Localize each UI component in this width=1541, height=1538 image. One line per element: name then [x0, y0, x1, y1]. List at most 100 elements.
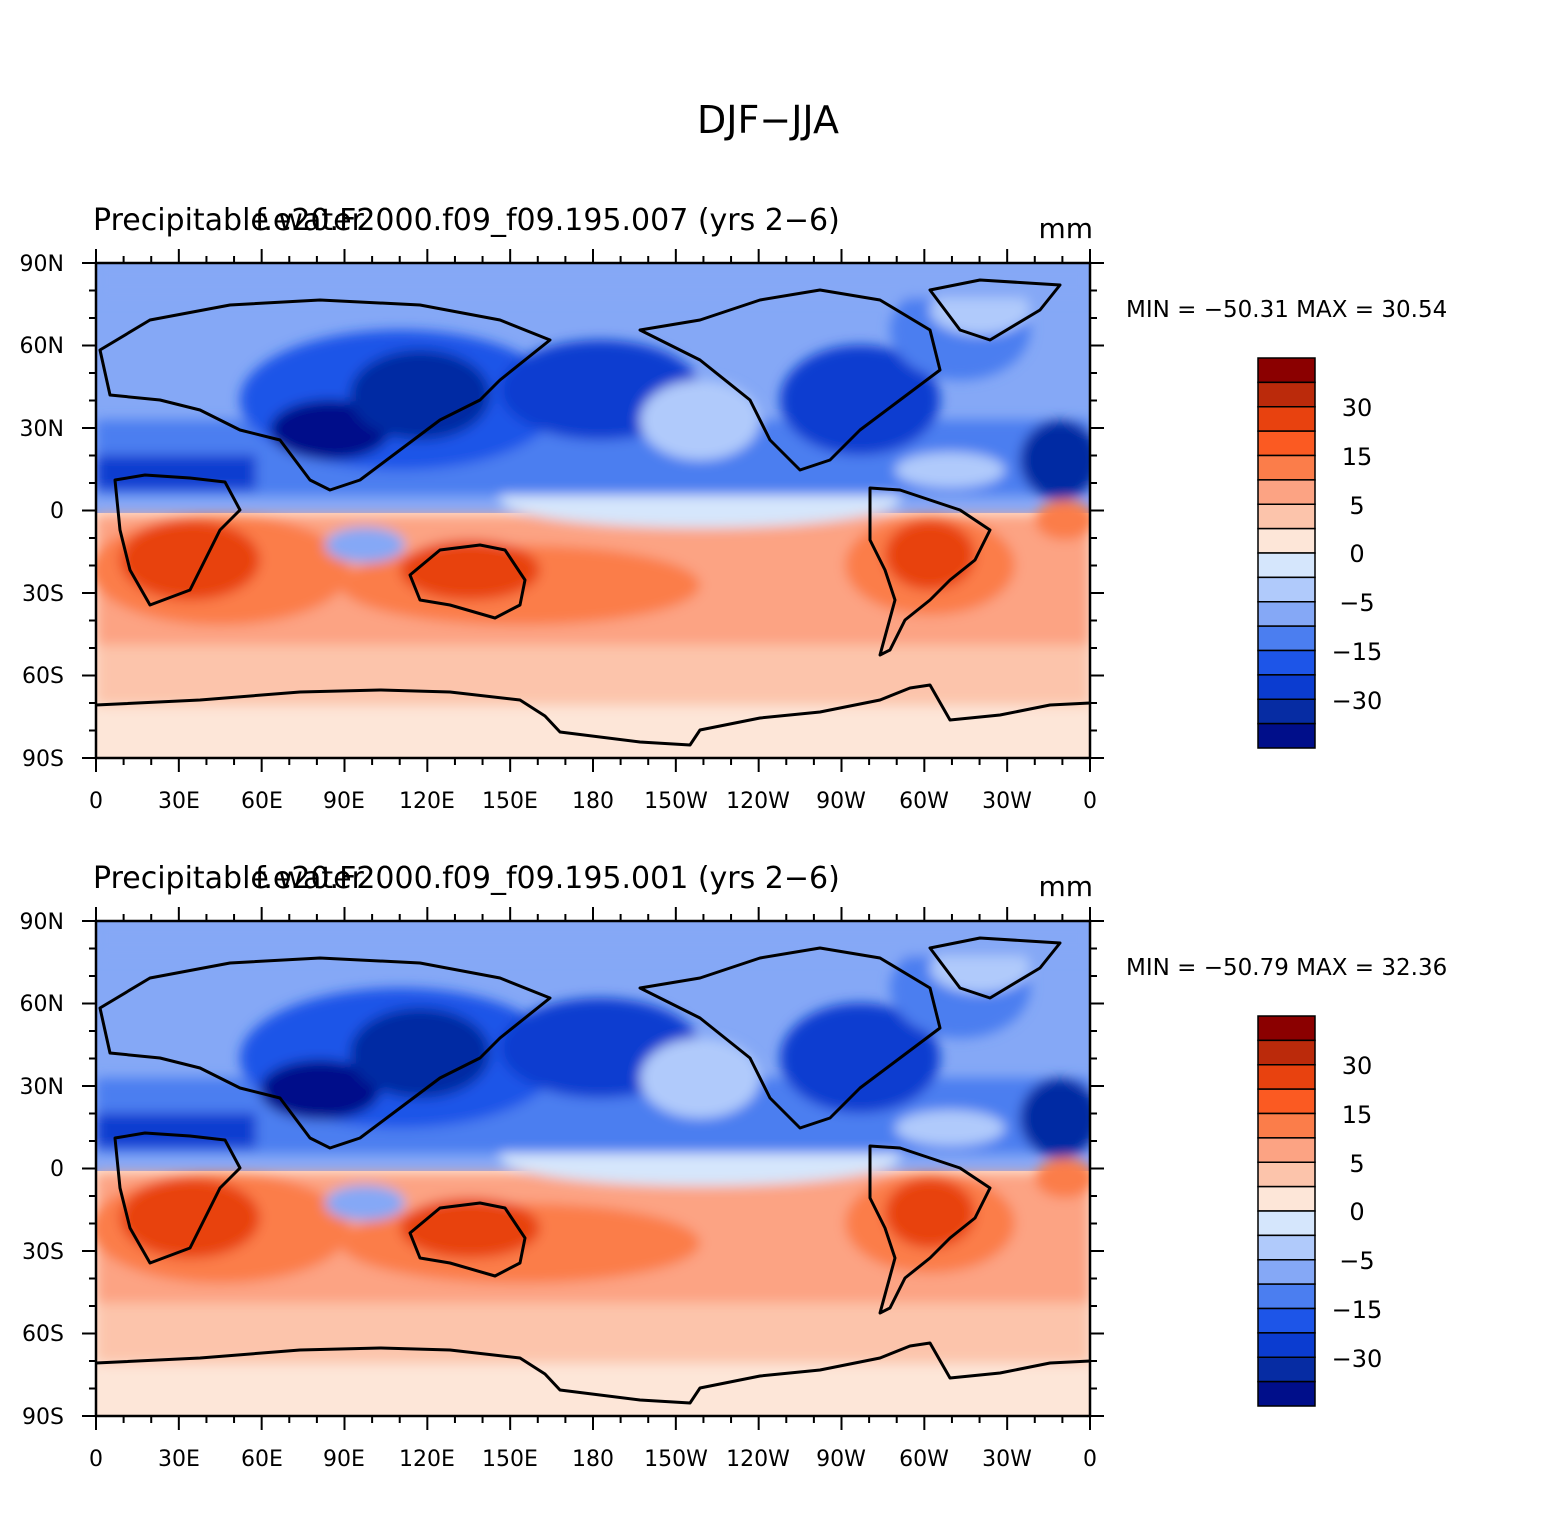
panel-2-lat-tick: 30N: [20, 1075, 64, 1100]
panel-2-lon-tick: 60E: [241, 1447, 283, 1472]
map-panel-1: Precipitable water f.e20.F2000.f09_f09.1…: [20, 203, 1448, 814]
panel-2-colorbar: [1257, 1015, 1316, 1407]
panel-1-lon-tick: 120W: [726, 789, 790, 814]
panel-2-lon-tick: 90W: [816, 1447, 866, 1472]
colorbar-swatch: [1257, 1112, 1316, 1139]
panel-2-units: mm: [1038, 870, 1093, 903]
panel-1-frame: [82, 249, 1104, 772]
panel-2-colorbar-label: 30: [1342, 1052, 1373, 1080]
colorbar-swatch: [1257, 625, 1316, 652]
map-panel-2: Precipitable water f.e20.F2000.f09_f09.1…: [20, 861, 1448, 1472]
panel-1-lat-axis: 90N 60N 30N 0 30S 60S 90S: [20, 252, 64, 772]
colorbar-swatch: [1257, 1356, 1316, 1383]
panel-2-colorbar-label: 0: [1349, 1198, 1364, 1226]
panel-1-min-max: MIN = −50.31 MAX = 30.54: [1126, 297, 1447, 323]
panel-1-variable-title: Precipitable water: [93, 203, 365, 238]
colorbar-swatch: [1257, 601, 1316, 627]
colorbar-swatch: [1257, 1380, 1316, 1407]
panel-1-lon-tick: 60E: [241, 789, 283, 814]
panel-1-lat-tick: 30N: [20, 417, 64, 442]
panel-2-lon-tick: 30E: [158, 1447, 200, 1472]
colorbar-swatch: [1257, 1332, 1316, 1359]
panel-2-colorbar-label: −5: [1339, 1247, 1374, 1275]
colorbar-swatch: [1257, 1307, 1316, 1334]
panel-1-colorbar-label: 0: [1349, 540, 1364, 568]
panel-2-lon-tick: 0: [89, 1447, 103, 1472]
panel-2-lon-tick: 0: [1083, 1447, 1097, 1472]
panel-1-case-title: f.e20.F2000.f09_f09.195.007 (yrs 2−6): [255, 203, 840, 238]
panel-2-lon-tick: 150E: [482, 1447, 538, 1472]
panel-1-lon-tick: 150E: [482, 789, 538, 814]
panel-1-lat-tick: 90S: [22, 747, 64, 772]
panel-2-lon-tick: 120W: [726, 1447, 790, 1472]
panel-1-lat-tick: 30S: [22, 582, 64, 607]
panel-1-lon-tick: 90W: [816, 789, 866, 814]
colorbar-swatch: [1257, 1064, 1316, 1090]
panel-2-lat-tick: 90S: [22, 1405, 64, 1430]
colorbar-swatch: [1257, 1259, 1316, 1285]
colorbar-swatch: [1257, 698, 1316, 725]
panel-1-lon-tick: 180: [572, 789, 614, 814]
panel-2-lon-tick: 60W: [899, 1447, 949, 1472]
panel-1-colorbar-label: −5: [1339, 589, 1374, 617]
panel-1-lat-tick: 60S: [22, 664, 64, 689]
panel-1-colorbar-label: 30: [1342, 394, 1373, 422]
panel-1-lon-tick: 30E: [158, 789, 200, 814]
panel-2-map-field: [96, 921, 1090, 1416]
panel-1-lat-tick: 0: [50, 499, 64, 524]
colorbar-swatch: [1257, 1039, 1316, 1066]
panel-2-lon-tick: 150W: [644, 1447, 708, 1472]
panel-2-lon-tick: 180: [572, 1447, 614, 1472]
panel-2-colorbar-labels: 30 15 5 0 −5 −15 −30: [1332, 1052, 1383, 1373]
panel-1-lon-axis: 0 30E 60E 90E 120E 150E 180 150W 120W 90…: [89, 789, 1097, 814]
panel-2-min-max: MIN = −50.79 MAX = 32.36: [1126, 955, 1447, 981]
colorbar-swatch: [1257, 430, 1316, 457]
panel-2-colorbar-label: −15: [1332, 1296, 1383, 1324]
panel-2-colorbar-label: 15: [1342, 1101, 1373, 1129]
panel-1-colorbar-label: 5: [1349, 492, 1364, 520]
panel-2-colorbar-label: −30: [1332, 1345, 1383, 1373]
colorbar-swatch: [1257, 649, 1316, 676]
colorbar-swatch: [1257, 1210, 1316, 1237]
colorbar-swatch: [1257, 1137, 1316, 1164]
panel-2-lon-tick: 120E: [399, 1447, 455, 1472]
panel-2-case-title: f.e20.F2000.f09_f09.195.001 (yrs 2−6): [255, 861, 840, 896]
panel-1-lon-tick: 30W: [982, 789, 1032, 814]
panel-2-lon-tick: 30W: [982, 1447, 1032, 1472]
panel-1-units: mm: [1038, 212, 1093, 245]
colorbar-swatch: [1257, 1283, 1316, 1310]
colorbar-swatch: [1257, 381, 1316, 408]
colorbar-swatch: [1257, 576, 1316, 603]
panel-2-frame: [82, 907, 1104, 1430]
panel-2-lon-axis: 0 30E 60E 90E 120E 150E 180 150W 120W 90…: [89, 1447, 1097, 1472]
colorbar-swatch: [1257, 552, 1316, 579]
panel-2-variable-title: Precipitable water: [93, 861, 365, 896]
panel-1-lon-tick: 0: [1083, 789, 1097, 814]
panel-1-colorbar: [1257, 357, 1316, 749]
panel-1-lon-tick: 90E: [323, 789, 365, 814]
panel-2-lat-axis: 90N 60N 30N 0 30S 60S 90S: [20, 910, 64, 1430]
panel-2-lat-tick: 30S: [22, 1240, 64, 1265]
colorbar-swatch: [1257, 503, 1316, 530]
colorbar-swatch: [1257, 1185, 1316, 1212]
colorbar-swatch: [1257, 527, 1316, 554]
panel-1-lat-tick: 90N: [20, 252, 64, 277]
panel-2-colorbar-label: 5: [1349, 1150, 1364, 1178]
colorbar-swatch: [1257, 479, 1316, 506]
panel-1-colorbar-labels: 30 15 5 0 −5 −15 −30: [1332, 394, 1383, 715]
panel-1-colorbar-label: 15: [1342, 443, 1373, 471]
panel-1-lat-tick: 60N: [20, 334, 64, 359]
colorbar-swatch: [1257, 454, 1316, 481]
panel-1-lon-tick: 0: [89, 789, 103, 814]
panel-2-lon-tick: 90E: [323, 1447, 365, 1472]
panel-1-colorbar-label: −30: [1332, 687, 1383, 715]
colorbar-swatch: [1257, 357, 1316, 384]
panel-2-lat-tick: 0: [50, 1157, 64, 1182]
colorbar-swatch: [1257, 1234, 1316, 1261]
panel-1-map-field: [96, 263, 1090, 758]
colorbar-swatch: [1257, 1088, 1316, 1115]
panel-1-colorbar-label: −15: [1332, 638, 1383, 666]
panel-2-lat-tick: 90N: [20, 910, 64, 935]
panel-1-lon-tick: 150W: [644, 789, 708, 814]
